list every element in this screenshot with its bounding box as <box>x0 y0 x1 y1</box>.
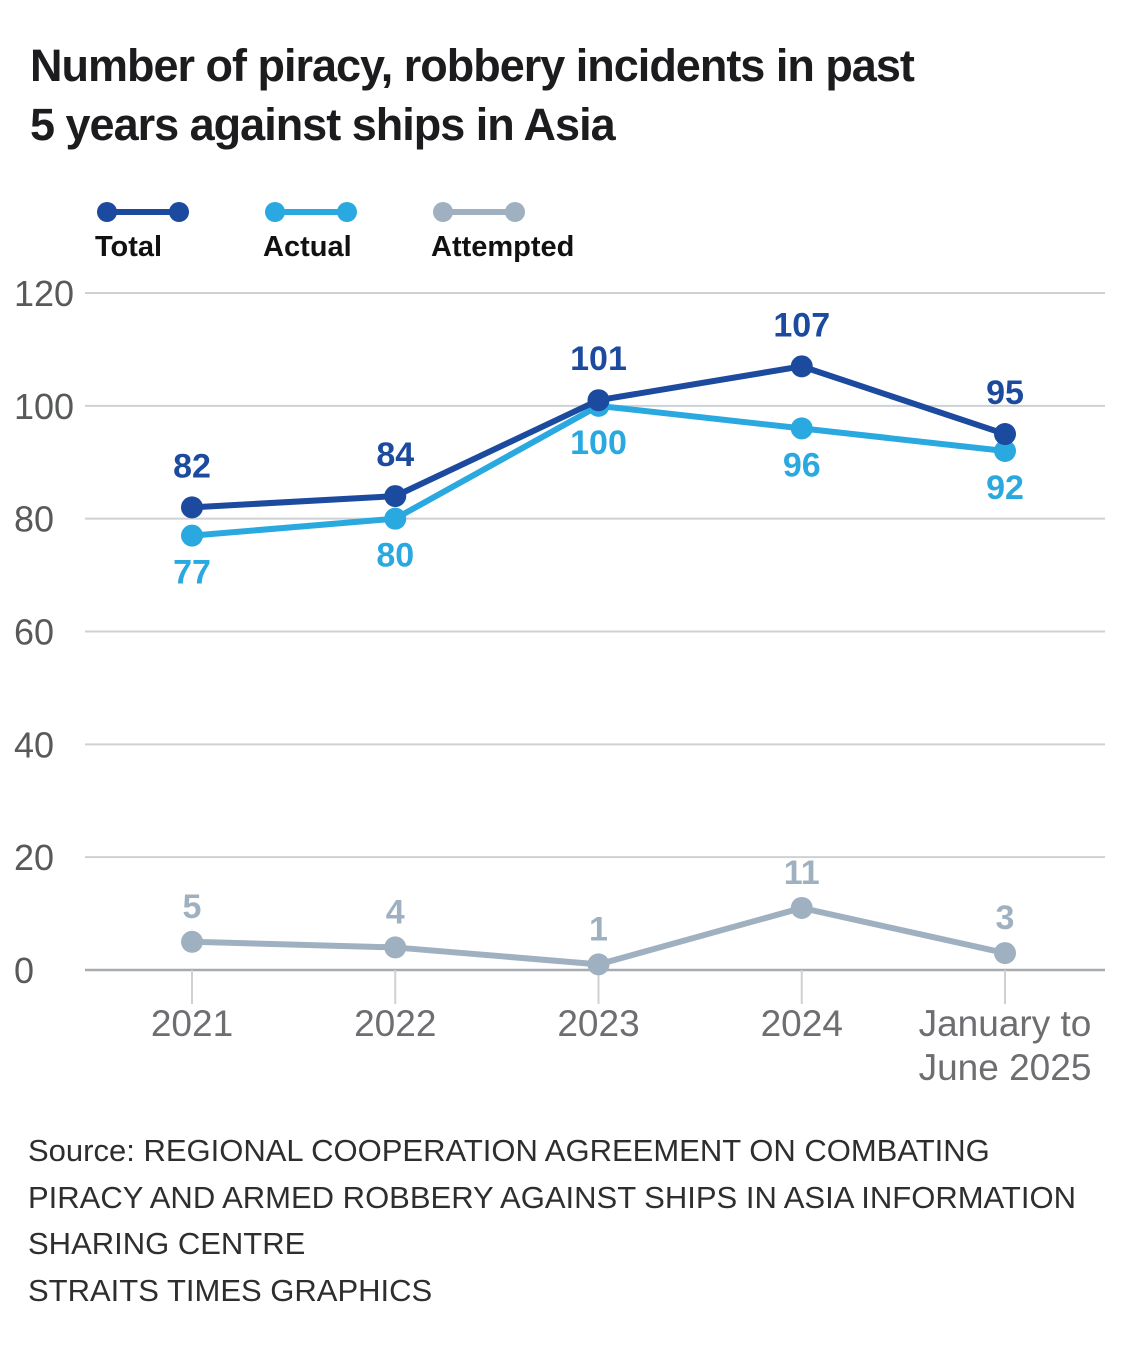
chart-title: Number of piracy, robbery incidents in p… <box>30 40 915 151</box>
data-label-actual: 100 <box>570 424 627 462</box>
legend-item-actual: Actual <box>263 200 359 264</box>
data-label-attempted: 11 <box>784 854 820 892</box>
legend-label: Actual <box>263 231 352 263</box>
x-axis-label: 2024 <box>761 1003 843 1044</box>
source-line: SHARING CENTRE <box>28 1226 306 1261</box>
source-line: Source: REGIONAL COOPERATION AGREEMENT O… <box>28 1133 990 1168</box>
legend-label: Attempted <box>431 231 575 263</box>
legend-item-attempted: Attempted <box>431 200 574 264</box>
data-label-actual: 80 <box>376 537 414 575</box>
data-point-total <box>587 389 610 412</box>
data-label-actual: 96 <box>783 446 821 484</box>
data-point-attempted <box>790 896 813 919</box>
legend-label: Total <box>95 231 163 263</box>
chart-svg: 0 20 40 60 80 100 120 2021 2022 2023 2024 January t… <box>14 273 1105 1088</box>
data-label-actual: 92 <box>986 469 1024 507</box>
legend-marker-icon <box>433 202 525 222</box>
data-label-total: 82 <box>173 447 211 485</box>
data-point-attempted <box>587 953 610 976</box>
x-axis-label: 2022 <box>354 1003 436 1044</box>
data-label-total: 95 <box>986 374 1024 412</box>
y-tick-label: 20 <box>14 837 54 878</box>
data-point-actual <box>790 417 813 440</box>
legend: Total Actual Attempted <box>95 200 574 264</box>
source-line: PIRACY AND ARMED ROBBERY AGAINST SHIPS I… <box>28 1179 1076 1215</box>
data-point-attempted <box>181 930 203 953</box>
data-point-attempted <box>994 942 1016 965</box>
data-label-attempted: 1 <box>589 910 608 948</box>
data-point-total <box>994 423 1016 446</box>
data-label-total: 107 <box>773 306 830 344</box>
y-tick-label: 0 <box>14 950 34 991</box>
legend-marker-icon <box>97 202 189 222</box>
data-point-total <box>384 485 407 508</box>
data-label-attempted: 5 <box>183 888 202 926</box>
data-point-total <box>181 496 203 519</box>
x-axis-label: 2023 <box>557 1003 639 1044</box>
data-point-actual <box>181 524 203 547</box>
x-axis-label: January to June 2025 <box>919 1003 1092 1088</box>
y-tick-label: 40 <box>14 724 54 765</box>
y-tick-label: 80 <box>14 499 54 540</box>
data-point-total <box>790 355 813 378</box>
credit-line: STRAITS TIMES GRAPHICS <box>28 1272 433 1308</box>
legend-marker-icon <box>265 202 357 222</box>
y-tick-label: 60 <box>14 612 54 653</box>
legend-item-total: Total <box>95 200 191 264</box>
data-label-actual: 77 <box>173 554 211 592</box>
data-label-total: 101 <box>570 340 627 378</box>
data-label-total: 84 <box>376 436 414 474</box>
data-point-actual <box>994 439 1016 462</box>
data-point-actual <box>384 507 407 530</box>
data-label-attempted: 4 <box>386 893 405 931</box>
data-point-attempted <box>384 936 407 959</box>
x-axis-label: 2021 <box>151 1003 233 1044</box>
source-block: Source: REGIONAL COOPERATION AGREEMENT O… <box>28 1128 1118 1314</box>
y-tick-label: 100 <box>14 386 74 427</box>
y-tick-label: 120 <box>14 273 74 314</box>
data-label-attempted: 3 <box>996 899 1015 937</box>
